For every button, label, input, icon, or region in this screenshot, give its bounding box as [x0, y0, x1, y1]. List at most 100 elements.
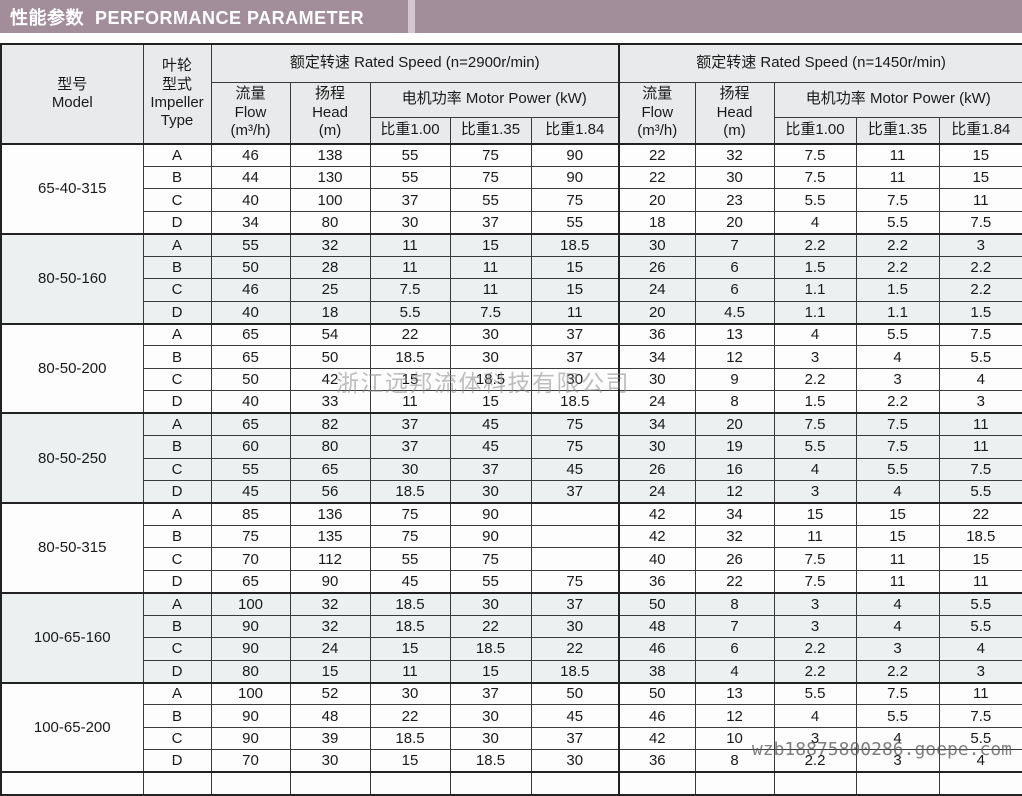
- value-cell: 42: [618, 524, 696, 549]
- value-cell: [142, 771, 212, 796]
- value-cell: 7.5: [855, 681, 940, 706]
- value-cell: 25: [289, 278, 371, 302]
- impeller-type-cell: A: [142, 142, 212, 167]
- value-cell: 30: [530, 749, 620, 773]
- value-cell: 16: [694, 457, 775, 482]
- value-cell: 75: [210, 524, 291, 549]
- value-cell: 45: [530, 457, 620, 482]
- value-cell: 37: [530, 591, 620, 616]
- table-row: D 65 90 45 55 75 36 22 7.5 11 11: [1, 569, 1022, 594]
- value-cell: 11: [855, 165, 940, 190]
- value-cell: 75: [449, 547, 532, 571]
- value-cell: 30: [449, 704, 532, 728]
- value-cell: 2.2: [773, 637, 857, 661]
- value-cell: 5.5: [855, 322, 940, 347]
- table-row: C 90 39 18.5 30 37 42 10 3 4 5.5: [1, 726, 1022, 751]
- table-row: C 90 24 15 18.5 22 46 6 2.2 3 4: [1, 637, 1022, 661]
- impeller-type-cell: D: [142, 569, 212, 594]
- header-rated-speed-2900: 额定转速 Rated Speed (n=2900r/min): [210, 43, 620, 83]
- value-cell: 45: [210, 480, 291, 504]
- header-model: 型号 Model: [0, 43, 144, 145]
- value-cell: 15: [855, 501, 940, 526]
- impeller-type-cell: D: [142, 659, 212, 684]
- value-cell: 15: [938, 547, 1022, 571]
- value-cell: 1.1: [855, 300, 940, 325]
- value-cell: 55: [210, 457, 291, 482]
- value-cell: 46: [210, 278, 291, 302]
- value-cell: 36: [618, 322, 696, 347]
- value-cell: 18.5: [530, 390, 620, 414]
- value-cell: 30: [618, 232, 696, 257]
- value-cell: 3: [773, 614, 857, 639]
- value-cell: 11: [449, 255, 532, 280]
- impeller-type-cell: A: [142, 322, 212, 347]
- value-cell: 3: [855, 749, 940, 773]
- value-cell: 6: [694, 278, 775, 302]
- value-cell: 46: [618, 704, 696, 728]
- value-cell: 5.5: [938, 614, 1022, 639]
- value-cell: 65: [210, 322, 291, 347]
- value-cell: 39: [289, 726, 371, 751]
- value-cell: 5.5: [938, 480, 1022, 504]
- impeller-type-cell: C: [142, 726, 212, 751]
- value-cell: 42: [618, 501, 696, 526]
- value-cell: 7.5: [855, 435, 940, 459]
- value-cell: 45: [369, 569, 451, 594]
- value-cell: 40: [618, 547, 696, 571]
- value-cell: 8: [694, 749, 775, 773]
- value-cell: 38: [618, 659, 696, 684]
- value-cell: 13: [694, 322, 775, 347]
- value-cell: 13: [694, 681, 775, 706]
- value-cell: 2.2: [773, 659, 857, 684]
- value-cell: 18.5: [938, 524, 1022, 549]
- value-cell: 6: [694, 255, 775, 280]
- value-cell: 28: [289, 255, 371, 280]
- header-sg-135-2900: 比重1.35: [449, 116, 532, 145]
- value-cell: [530, 771, 620, 796]
- value-cell: 11: [369, 659, 451, 684]
- value-cell: 4: [855, 345, 940, 369]
- value-cell: 24: [618, 480, 696, 504]
- value-cell: 1.5: [938, 300, 1022, 325]
- model-cell: 80-50-200: [0, 322, 144, 414]
- table-row: 100-65-200 A 100 52 30 37 50 50 13 5.5 7.5 11: [0, 681, 1022, 773]
- model-cell: 100-65-200: [0, 681, 144, 773]
- value-cell: 50: [289, 345, 371, 369]
- value-cell: 50: [618, 591, 696, 616]
- value-cell: 22: [369, 322, 451, 347]
- value-cell: 30: [449, 726, 532, 751]
- value-cell: 4: [855, 480, 940, 504]
- value-cell: 18.5: [449, 367, 532, 392]
- value-cell: 30: [449, 322, 532, 347]
- value-cell: 15: [449, 390, 532, 414]
- value-cell: 7.5: [938, 210, 1022, 235]
- value-cell: 18.5: [530, 232, 620, 257]
- value-cell: 34: [618, 345, 696, 369]
- model-cell: 80-50-315: [0, 502, 144, 594]
- value-cell: 80: [289, 435, 371, 459]
- value-cell: [210, 771, 291, 796]
- value-cell: 50: [210, 367, 291, 392]
- value-cell: 55: [530, 210, 620, 235]
- value-cell: 7.5: [449, 300, 532, 325]
- header-head-2900: 扬程 Head (m): [289, 81, 371, 145]
- value-cell: [530, 547, 620, 571]
- value-cell: 80: [210, 659, 291, 684]
- value-cell: 37: [369, 188, 451, 212]
- value-cell: 8: [694, 591, 775, 616]
- value-cell: 90: [210, 704, 291, 728]
- value-cell: 37: [530, 726, 620, 751]
- value-cell: 30: [530, 614, 620, 639]
- impeller-type-cell: C: [142, 457, 212, 482]
- value-cell: 30: [530, 367, 620, 392]
- value-cell: 15: [530, 255, 620, 280]
- value-cell: 18.5: [530, 659, 620, 684]
- value-cell: 50: [210, 255, 291, 280]
- value-cell: 18.5: [369, 614, 451, 639]
- value-cell: 45: [530, 704, 620, 728]
- value-cell: 100: [289, 188, 371, 212]
- value-cell: 65: [210, 412, 291, 437]
- value-cell: 7.5: [855, 188, 940, 212]
- value-cell: 32: [289, 614, 371, 639]
